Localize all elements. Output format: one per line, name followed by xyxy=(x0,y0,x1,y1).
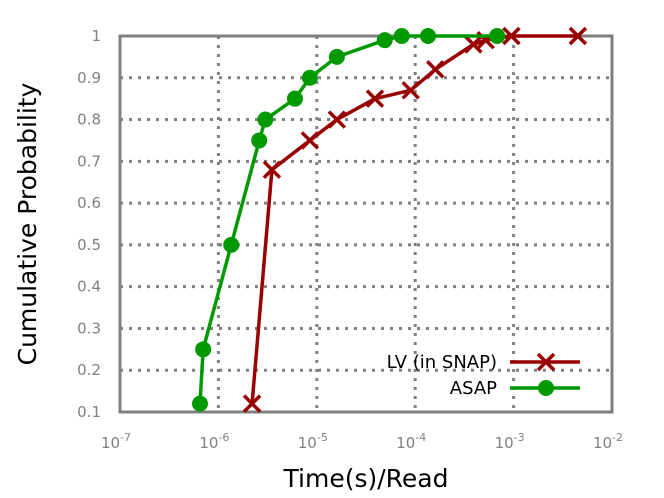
data-point xyxy=(251,132,268,149)
data-point xyxy=(376,32,393,49)
plot-frame xyxy=(118,34,614,414)
data-point xyxy=(568,26,588,46)
x-marker-stroke xyxy=(327,110,347,129)
data-point xyxy=(502,26,521,46)
data-series xyxy=(191,26,588,413)
x-tick-label: 10-7 xyxy=(101,431,131,452)
x-tick-label: 10-2 xyxy=(593,431,623,452)
data-point xyxy=(195,341,212,358)
data-point xyxy=(464,35,483,54)
y-tick-label: 0.2 xyxy=(77,361,101,379)
data-point xyxy=(365,89,385,108)
x-tick-label: 10-4 xyxy=(396,431,426,452)
x-tick-label: 10-5 xyxy=(298,431,328,452)
y-tick-label: 0.1 xyxy=(77,403,101,421)
data-point xyxy=(286,90,303,107)
tick-labels: 0.1 0.2 0.3 0.4 0.5 0.6 0.7 0.8 0.9 1 10-7 10-6 10-5… xyxy=(77,27,623,452)
x-marker-stroke xyxy=(300,131,320,150)
series-line xyxy=(198,34,498,404)
y-tick-label: 0.7 xyxy=(77,152,101,170)
x-marker-stroke xyxy=(464,35,483,54)
legend-swatch-marker xyxy=(538,380,554,396)
data-point xyxy=(420,28,437,44)
y-tick-label: 0.5 xyxy=(77,236,101,254)
data-point xyxy=(426,60,445,79)
y-axis-title: Cumulative Probability xyxy=(13,82,42,365)
data-point xyxy=(300,131,320,150)
data-point xyxy=(191,395,208,412)
x-marker-stroke xyxy=(426,60,445,79)
data-point xyxy=(242,394,262,413)
legend-label: LV (in SNAP) xyxy=(387,352,497,373)
data-point xyxy=(401,81,420,100)
x-marker-stroke xyxy=(568,26,588,46)
data-point xyxy=(489,28,506,44)
data-point xyxy=(223,236,240,253)
data-point xyxy=(301,69,318,86)
x-axis-title: Time(s)/Read xyxy=(283,464,449,493)
x-tick-label: 10-6 xyxy=(199,431,229,452)
y-tick-label: 0.4 xyxy=(77,278,101,296)
x-marker-stroke xyxy=(401,81,420,100)
x-marker-stroke xyxy=(502,26,521,46)
y-tick-label: 0.6 xyxy=(77,194,101,212)
data-point xyxy=(257,111,274,128)
y-tick-label: 0.8 xyxy=(77,111,101,129)
legend: LV (in SNAP) ASAP xyxy=(387,352,580,399)
y-tick-label: 0.9 xyxy=(77,69,101,87)
data-point xyxy=(328,48,345,65)
x-marker-stroke xyxy=(262,160,282,179)
x-tick-label: 10-3 xyxy=(495,431,525,452)
legend-swatch-marker xyxy=(536,352,556,372)
x-marker-stroke xyxy=(365,89,385,108)
legend-label: ASAP xyxy=(450,378,497,399)
x-marker-stroke xyxy=(242,394,262,413)
series-asap xyxy=(191,28,506,412)
y-tick-label: 1 xyxy=(91,27,101,45)
data-point xyxy=(327,110,347,129)
data-point xyxy=(393,28,410,44)
data-point xyxy=(262,160,282,179)
x-marker-stroke xyxy=(536,352,556,372)
y-tick-label: 0.3 xyxy=(77,319,101,337)
